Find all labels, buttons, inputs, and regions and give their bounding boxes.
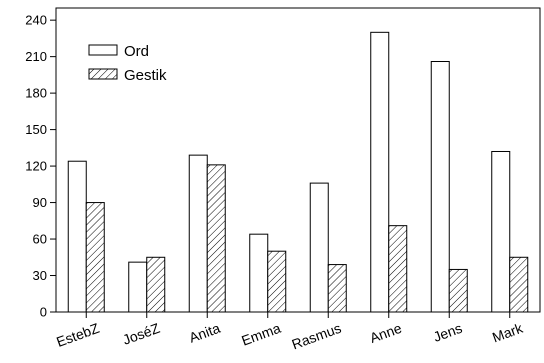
plot-frame [55, 7, 541, 313]
bar-ord-mark [491, 150, 511, 313]
bar-ord-anne [370, 31, 390, 313]
bar-ord-estebz [67, 160, 87, 313]
y-tick-label: 210 [25, 49, 47, 64]
y-tick-label: 0 [40, 305, 47, 320]
x-tick-label: Jens [431, 320, 464, 345]
y-tick-label: 30 [33, 268, 47, 283]
y-tick-label: 60 [33, 232, 47, 247]
bar-gestik-anne [388, 225, 408, 313]
legend-swatch-gestik [88, 68, 118, 80]
x-tick-label: Anita [187, 320, 223, 346]
bar-ord-jens [430, 61, 450, 313]
y-tick-label: 240 [25, 13, 47, 28]
bar-gestik-estebz [85, 202, 105, 313]
y-tick-label: 120 [25, 159, 47, 174]
legend-label-gestik: Gestik [124, 67, 167, 84]
bar-ord-joséz [128, 261, 148, 313]
bar-ord-anita [188, 154, 208, 313]
bar-ord-rasmus [309, 182, 329, 313]
y-tick-label: 150 [25, 122, 47, 137]
x-tick-label: Rasmus [290, 320, 344, 353]
bar-ord-emma [249, 233, 269, 313]
x-tick-label: EstebZ [54, 320, 102, 350]
legend-label-ord: Ord [124, 43, 149, 60]
x-tick-label: Anne [368, 320, 404, 346]
bar-gestik-anita [206, 164, 226, 313]
bar-gestik-joséz [146, 256, 166, 313]
bar-gestik-mark [509, 256, 529, 313]
x-tick-label: Mark [490, 319, 526, 345]
bar-gestik-rasmus [327, 264, 347, 313]
bar-gestik-jens [448, 268, 468, 313]
y-tick-label: 90 [33, 195, 47, 210]
legend-swatch-ord [88, 44, 118, 56]
bar-gestik-emma [267, 250, 287, 313]
y-tick-label: 180 [25, 86, 47, 101]
x-tick-label: Emma [239, 320, 283, 349]
x-tick-label: JoséZ [120, 320, 162, 348]
plot-area: 0 30 60 90 120 150 180 210 240 EstebZ JoséZ Anita Em… [25, 7, 541, 353]
